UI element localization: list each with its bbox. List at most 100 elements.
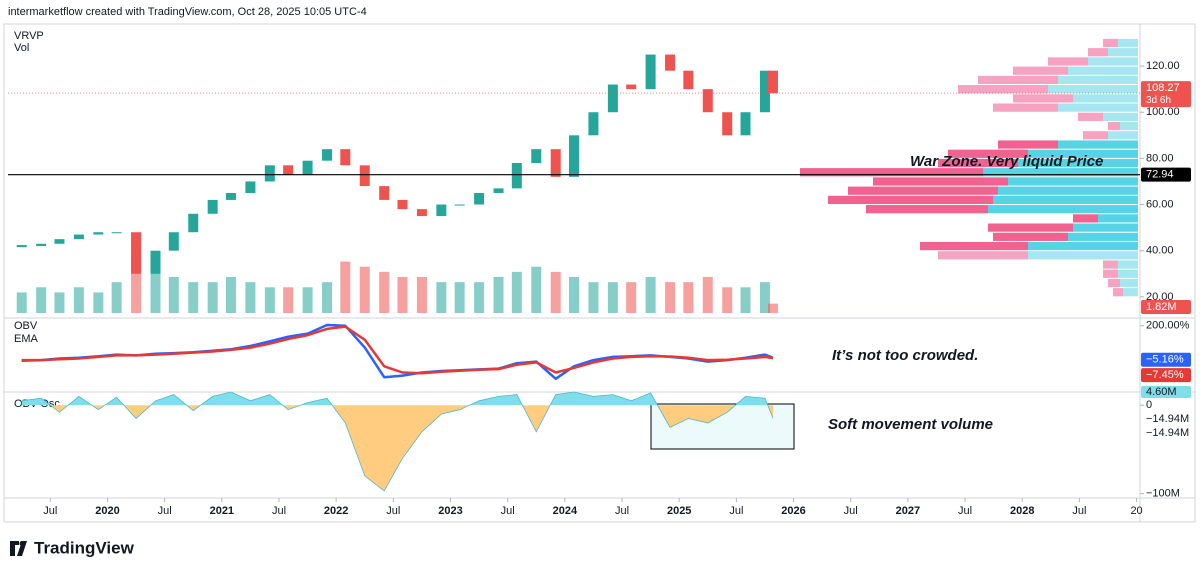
candle bbox=[397, 199, 408, 210]
x-tick-label: 2020 bbox=[95, 505, 119, 517]
volume-bar bbox=[759, 282, 770, 313]
candle bbox=[379, 186, 390, 200]
profile-up bbox=[1068, 232, 1138, 241]
candle bbox=[54, 239, 65, 244]
volume-bar bbox=[283, 287, 294, 313]
profile-down bbox=[1108, 121, 1120, 131]
volume-bar bbox=[569, 277, 579, 313]
volume-bar bbox=[588, 282, 599, 313]
last-price-box bbox=[1141, 81, 1191, 108]
profile-down bbox=[948, 149, 1028, 158]
profile-down bbox=[978, 75, 1058, 85]
profile-down bbox=[866, 205, 988, 214]
last-price-label: 108.27 bbox=[1146, 82, 1180, 94]
profile-up bbox=[1098, 214, 1138, 223]
volume-bar bbox=[111, 282, 122, 313]
volume-bar bbox=[93, 292, 104, 313]
volume-bar bbox=[245, 282, 256, 313]
x-tick-label: Jul bbox=[386, 505, 400, 517]
candle bbox=[665, 54, 676, 71]
candle bbox=[225, 193, 236, 200]
candle bbox=[111, 232, 122, 234]
last-value-label: −7.45% bbox=[1146, 369, 1184, 381]
x-tick-label: Jul bbox=[272, 505, 286, 517]
volume-bar bbox=[645, 277, 656, 313]
profile-up bbox=[998, 186, 1138, 195]
area-positive bbox=[21, 392, 773, 406]
candle bbox=[436, 204, 447, 217]
profile-down bbox=[1013, 94, 1073, 103]
profile-up bbox=[1108, 48, 1138, 57]
candle bbox=[511, 163, 522, 189]
annotation: Soft movement volume bbox=[828, 416, 993, 433]
volume-bar bbox=[379, 271, 390, 313]
candle bbox=[493, 188, 504, 193]
x-tick-label: Jul bbox=[501, 505, 515, 517]
volume-bar bbox=[474, 282, 485, 313]
profile-down bbox=[1083, 131, 1108, 140]
volume-bar bbox=[683, 282, 694, 313]
x-tick-label: 2026 bbox=[781, 505, 805, 517]
volume-bar bbox=[550, 271, 561, 313]
profile-up bbox=[1028, 149, 1138, 158]
x-tick-label: Jul bbox=[844, 505, 858, 517]
profile-down bbox=[848, 186, 998, 195]
countdown-label: 3d 6h bbox=[1146, 95, 1171, 106]
candle bbox=[168, 232, 179, 251]
profile-down bbox=[1013, 66, 1068, 75]
candle bbox=[740, 112, 751, 136]
profile-down bbox=[988, 223, 1073, 232]
candle bbox=[264, 165, 275, 182]
profile-down bbox=[920, 241, 1028, 251]
volume-bar bbox=[511, 271, 522, 313]
profile-up bbox=[1073, 94, 1138, 103]
profile-down bbox=[1103, 260, 1118, 269]
profile-up bbox=[1058, 103, 1138, 112]
y-tick-label: 60.00 bbox=[1146, 198, 1174, 210]
y-tick-label: 20.00 bbox=[1146, 291, 1174, 303]
logo-dot bbox=[19, 541, 25, 546]
profile-up bbox=[993, 195, 1138, 205]
candle bbox=[73, 234, 84, 240]
y-tick-label: 40.00 bbox=[1146, 245, 1174, 257]
logo bbox=[10, 541, 27, 556]
indicator-label: Vol bbox=[14, 42, 29, 54]
axis-value-label: 4.60M bbox=[1146, 386, 1177, 398]
volume-bar bbox=[740, 287, 751, 313]
x-tick-label: 2023 bbox=[438, 505, 462, 517]
x-tick-label: Jul bbox=[1072, 505, 1086, 517]
volume-bar bbox=[131, 251, 142, 313]
profile-down bbox=[938, 158, 1018, 168]
profile-down bbox=[998, 140, 1058, 149]
x-tick-label: Jul bbox=[43, 505, 57, 517]
y-tick-label: 0 bbox=[1146, 399, 1152, 411]
candle bbox=[626, 84, 637, 90]
volume-bar bbox=[302, 287, 313, 313]
candle bbox=[702, 89, 713, 113]
profile-up bbox=[1018, 158, 1138, 168]
volume-last-label: 1.82M bbox=[1146, 301, 1177, 313]
volume-bar bbox=[359, 266, 370, 313]
legend-label: OBV bbox=[14, 320, 38, 332]
candle bbox=[416, 209, 427, 217]
candle bbox=[150, 250, 161, 274]
x-tick-label: 2022 bbox=[324, 505, 348, 517]
volume-bar bbox=[264, 287, 275, 313]
profile-down bbox=[993, 232, 1068, 241]
volume-bar bbox=[436, 282, 447, 313]
x-tick-label: 2027 bbox=[896, 505, 920, 517]
volume-bar bbox=[150, 271, 161, 313]
candle bbox=[550, 149, 561, 177]
volume-bar bbox=[207, 282, 218, 313]
profile-up bbox=[1118, 269, 1138, 278]
candle bbox=[207, 199, 218, 214]
x-tick-label: 2024 bbox=[553, 505, 578, 517]
x-tick-label: Jul bbox=[729, 505, 743, 517]
volume-bar bbox=[54, 292, 65, 313]
profile-down bbox=[873, 177, 1008, 186]
profile-down bbox=[1078, 112, 1103, 121]
y-tick-label: 80.00 bbox=[1146, 152, 1174, 164]
hline-label: 72.94 bbox=[1146, 169, 1174, 181]
